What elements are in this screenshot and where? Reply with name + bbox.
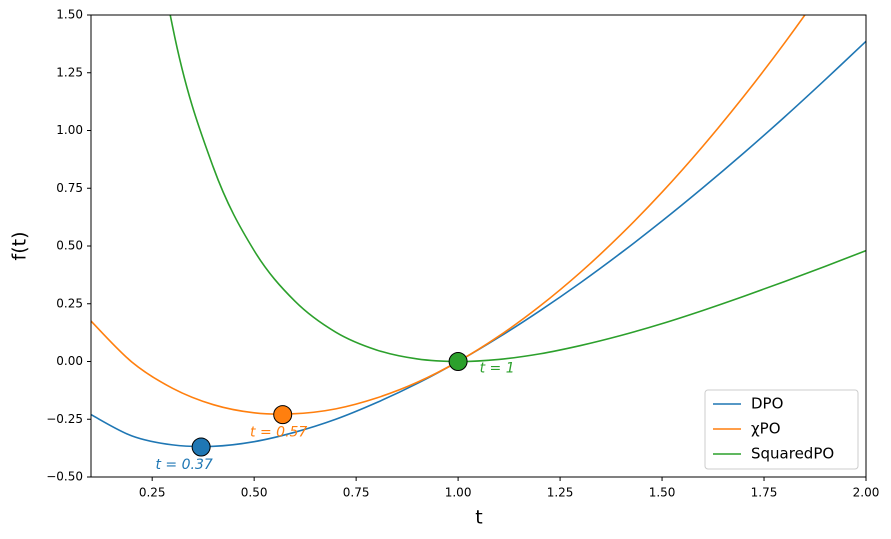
plot-area [91,15,866,448]
y-tick-label: 1.00 [56,123,83,137]
marker [448,352,468,371]
series-line [91,40,866,448]
marker [273,405,293,425]
frame [90,14,867,478]
marker-label: t = 0.37 [155,457,212,473]
x-tick-label: 0.25 [139,486,166,500]
y-tick-label: 0.75 [56,181,83,195]
x-tick-label: 1.50 [649,486,676,500]
x-axis-label: t [475,507,482,529]
legend-box [704,389,859,470]
marker [191,437,211,457]
series-line [91,15,806,415]
y-tick-label: 1.25 [56,65,83,79]
x-tick-label: 0.50 [241,486,268,500]
y-tick-label: 0.25 [56,296,83,310]
legend-label: DPO [751,395,783,413]
x-tick-label: 1.00 [445,486,472,500]
y-axis-label: f(t) [9,232,31,261]
x-tick-label: 1.25 [547,486,574,500]
y-tick-label: 1.50 [56,8,83,22]
y-tick-label: 0.50 [56,239,83,253]
y-tick-label: −0.50 [46,470,83,484]
y-tick-label: 0.00 [56,354,83,368]
marker-label: t = 0.57 [250,425,307,441]
x-tick-label: 1.75 [751,486,778,500]
y-tick-label: −0.25 [46,412,83,426]
series-line [169,15,866,363]
x-tick-label: 2.00 [853,486,880,500]
x-tick-label: 0.75 [343,486,370,500]
legend-label: SquaredPO [751,445,834,463]
legend-label: χPO [751,420,781,438]
marker-label: t = 1 [480,361,515,377]
